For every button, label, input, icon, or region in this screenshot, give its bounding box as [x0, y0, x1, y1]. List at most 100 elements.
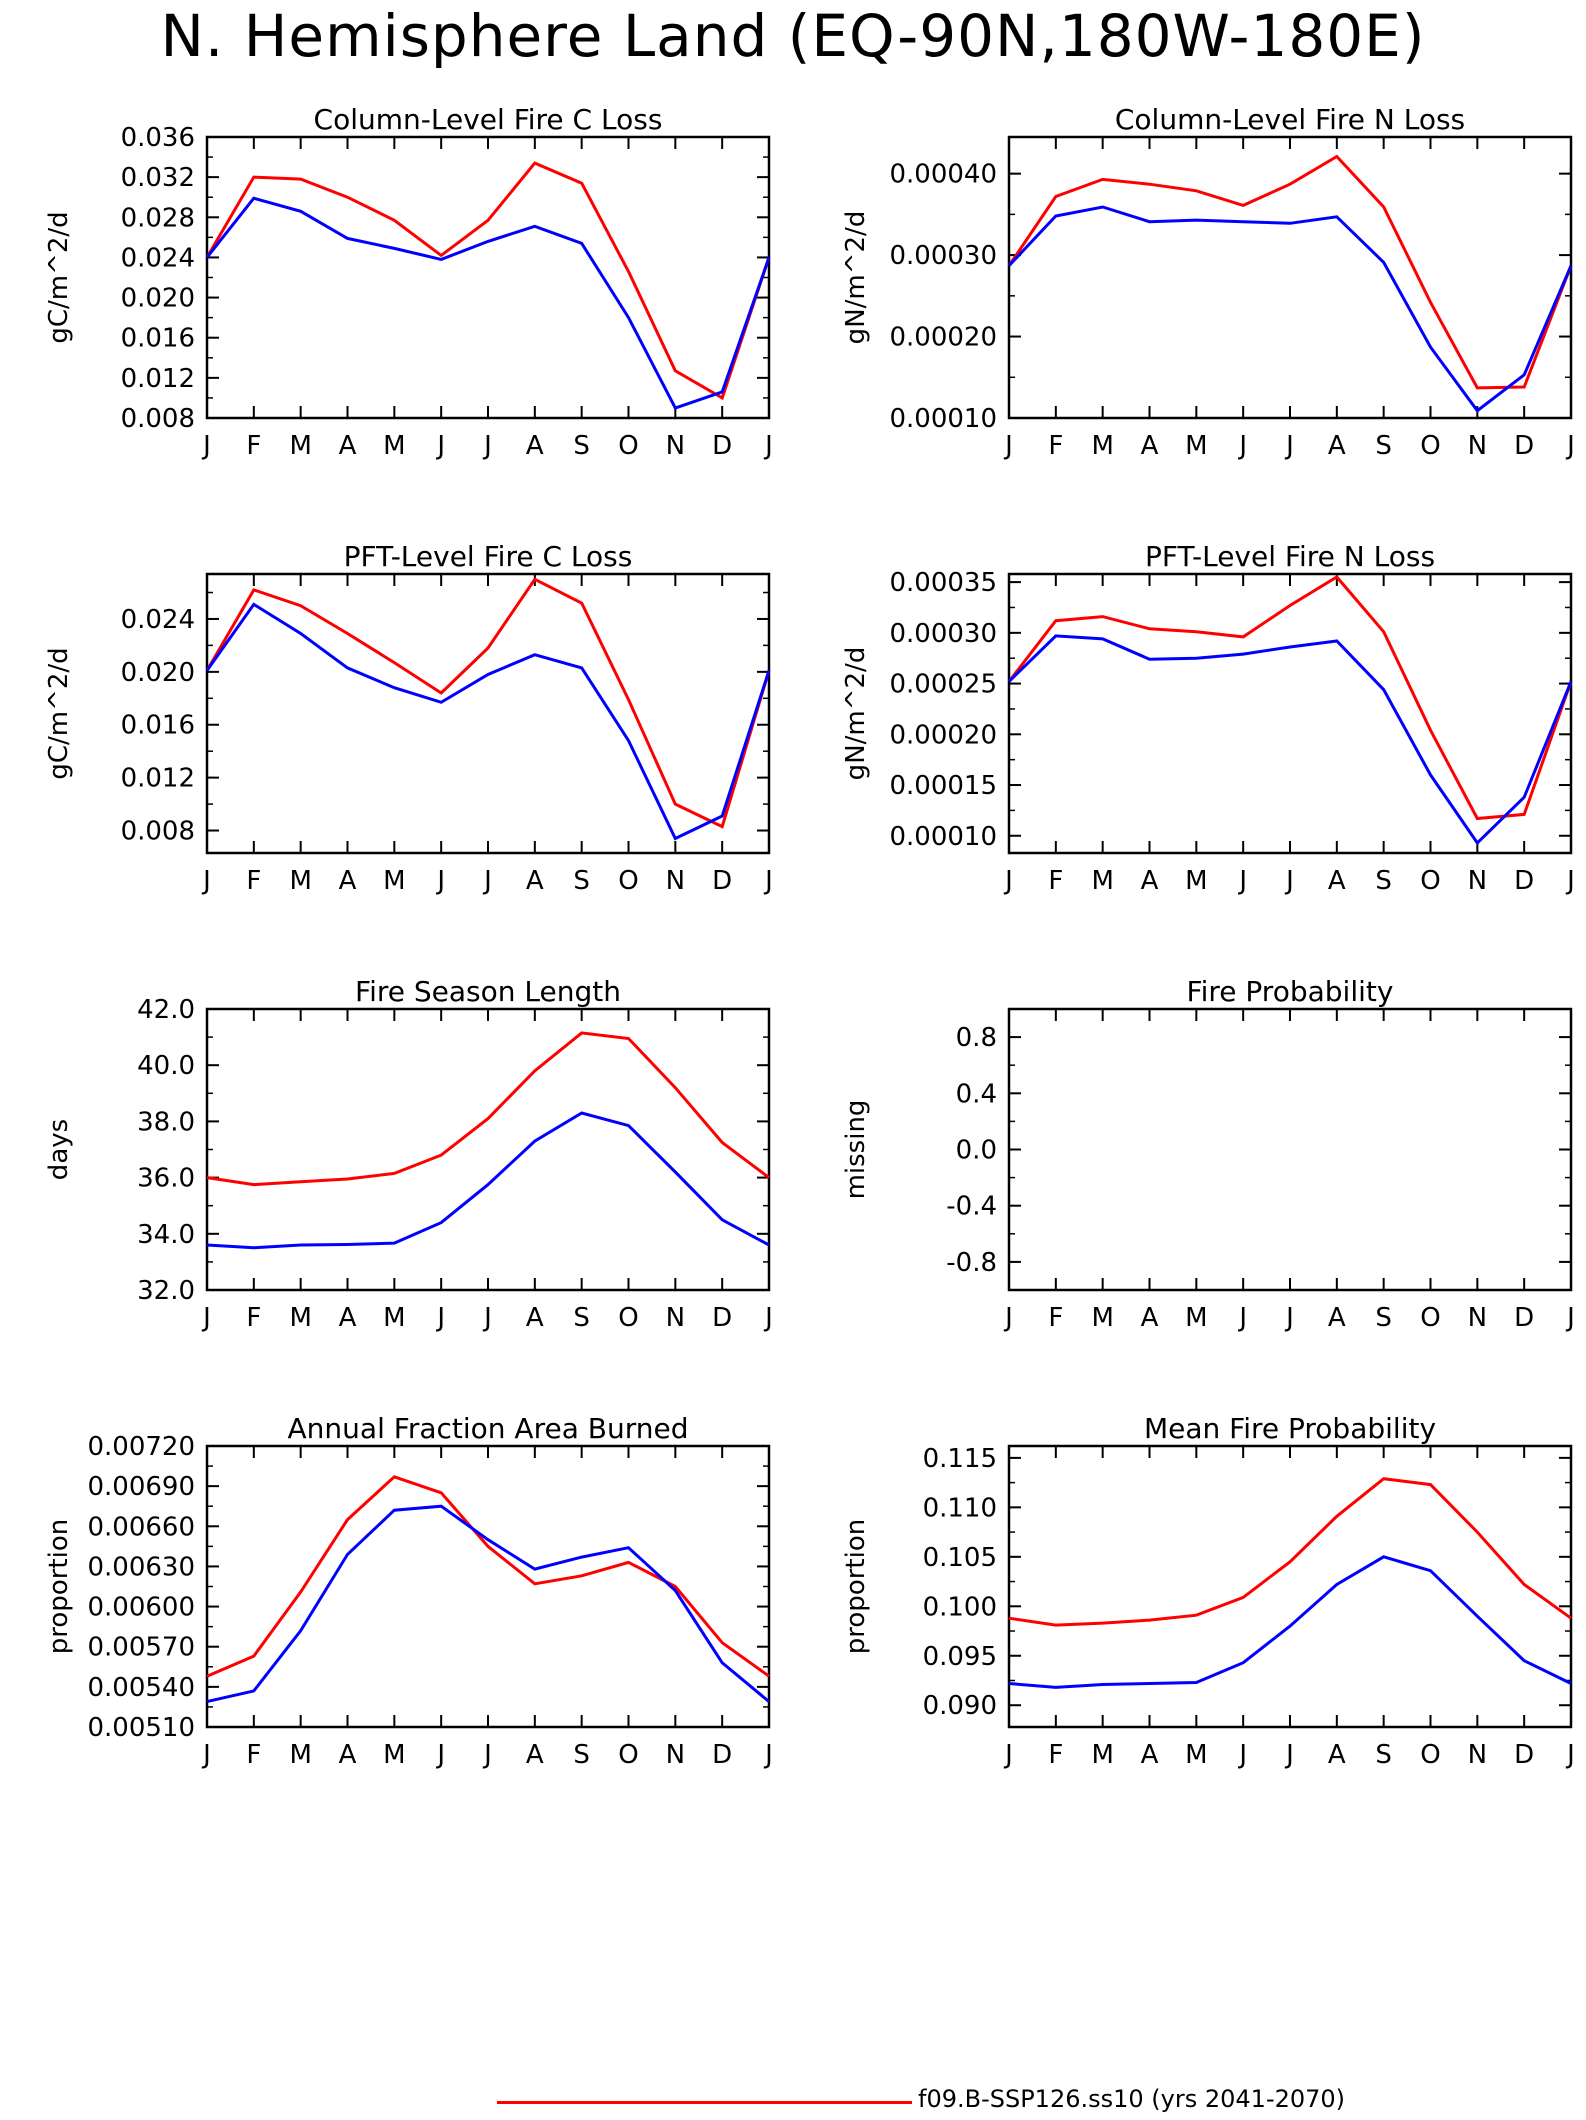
- y-tick-label: 0.110: [923, 1493, 997, 1523]
- y-axis-label: missing: [841, 1100, 871, 1200]
- x-tick-label: J: [1237, 1740, 1247, 1770]
- panel-title: Fire Season Length: [355, 975, 621, 1008]
- x-tick-label: O: [618, 431, 638, 461]
- x-tick-label: M: [383, 866, 405, 896]
- x-tick-label: A: [1141, 1303, 1159, 1333]
- x-tick-label: M: [383, 1740, 405, 1770]
- chart-panel-2: J F M A M J J A S O N D J0.000100.000200.000300.0004…: [841, 103, 1575, 461]
- x-tick-label: M: [1185, 1303, 1207, 1333]
- y-tick-label: 40.0: [137, 1051, 195, 1081]
- x-tick-label: J: [1565, 1303, 1575, 1333]
- y-tick-label: 0.0: [956, 1136, 997, 1166]
- x-tick-label: N: [1468, 1303, 1487, 1333]
- series-line-blue: [206, 1111, 770, 1250]
- x-tick-label: O: [1420, 431, 1440, 461]
- x-tick-label: S: [1375, 1303, 1392, 1333]
- y-tick-label: 38.0: [137, 1107, 195, 1137]
- x-tick-label: F: [1048, 431, 1063, 461]
- y-tick-label: 36.0: [137, 1164, 195, 1194]
- series-line-blue: [206, 1504, 770, 1704]
- x-tick-label: J: [1003, 1740, 1013, 1770]
- x-tick-label: N: [1468, 1740, 1487, 1770]
- panel-title: PFT-Level Fire C Loss: [344, 540, 633, 573]
- y-tick-label: -0.4: [946, 1192, 997, 1222]
- series-line-blue: [205, 602, 771, 841]
- x-tick-label: A: [1328, 431, 1346, 461]
- x-tick-label: M: [1091, 866, 1113, 896]
- x-tick-label: J: [482, 431, 492, 461]
- x-tick-label: J: [201, 866, 211, 896]
- x-tick-label: N: [666, 431, 685, 461]
- x-tick-label: A: [339, 1303, 357, 1333]
- y-tick-label: 0.8: [956, 1023, 997, 1053]
- x-tick-label: A: [1141, 431, 1159, 461]
- panel-title: Annual Fraction Area Burned: [288, 1412, 689, 1445]
- y-tick-label: 0.008: [121, 817, 195, 847]
- x-tick-label: J: [1237, 1303, 1247, 1333]
- x-tick-label: O: [618, 1740, 638, 1770]
- y-tick-label: 0.00035: [889, 568, 997, 598]
- series-line-blue: [1008, 1555, 1572, 1689]
- x-tick-label: J: [1003, 1303, 1013, 1333]
- y-tick-label: 0.016: [121, 324, 195, 354]
- plot-frame: [1007, 572, 1573, 855]
- x-tick-label: J: [435, 1740, 445, 1770]
- x-tick-label: M: [1185, 431, 1207, 461]
- x-tick-label: J: [1284, 1740, 1294, 1770]
- chart-panel-8: J F M A M J J A S O N D J0.0900.0950.1000.1050.1100.…: [841, 1412, 1575, 1770]
- x-tick-label: M: [1091, 431, 1113, 461]
- y-tick-label: 0.00010: [889, 822, 997, 852]
- x-tick-label: S: [573, 1303, 590, 1333]
- x-tick-label: J: [482, 866, 492, 896]
- plot-frame: [205, 1444, 771, 1729]
- y-tick-label: 0.016: [121, 711, 195, 741]
- page-title: N. Hemisphere Land (EQ-90N,180W-180E): [160, 2, 1426, 70]
- x-tick-label: A: [1141, 1740, 1159, 1770]
- x-tick-label: O: [618, 1303, 638, 1333]
- x-tick-label: M: [289, 431, 311, 461]
- y-axis-label: gN/m^2/d: [841, 647, 871, 781]
- x-tick-label: O: [1420, 866, 1440, 896]
- x-tick-label: J: [1565, 1740, 1575, 1770]
- panel-title: Fire Probability: [1187, 975, 1394, 1008]
- y-tick-label: 0.00015: [889, 771, 997, 801]
- x-tick-label: F: [246, 1303, 261, 1333]
- x-tick-label: J: [435, 431, 445, 461]
- x-tick-label: D: [1514, 866, 1534, 896]
- x-tick-label: F: [246, 431, 261, 461]
- x-tick-label: J: [763, 866, 773, 896]
- series-line-blue: [1007, 634, 1573, 846]
- panel-title: Column-Level Fire C Loss: [314, 103, 663, 136]
- y-axis-label: gC/m^2/d: [44, 211, 74, 343]
- y-tick-label: 0.00040: [889, 160, 997, 190]
- y-tick-label: 0.008: [121, 404, 195, 434]
- y-tick-label: 0.100: [923, 1592, 997, 1622]
- x-tick-label: J: [201, 1740, 211, 1770]
- y-tick-label: 0.028: [121, 203, 195, 233]
- x-tick-label: J: [1284, 1303, 1294, 1333]
- x-tick-label: N: [1468, 431, 1487, 461]
- x-tick-label: O: [1420, 1303, 1440, 1333]
- y-axis-label: gN/m^2/d: [841, 211, 871, 345]
- x-tick-label: J: [201, 431, 211, 461]
- y-axis-label: proportion: [841, 1519, 871, 1654]
- x-tick-label: J: [763, 431, 773, 461]
- y-axis-label: days: [44, 1119, 74, 1180]
- panel-title: Column-Level Fire N Loss: [1115, 103, 1465, 136]
- x-tick-label: D: [712, 1303, 732, 1333]
- x-tick-label: S: [1375, 431, 1392, 461]
- y-tick-label: 32.0: [137, 1276, 195, 1306]
- y-tick-label: 0.024: [121, 243, 195, 273]
- x-tick-label: M: [1091, 1303, 1113, 1333]
- x-tick-label: S: [1375, 1740, 1392, 1770]
- y-tick-label: 0.00720: [87, 1432, 195, 1462]
- x-tick-label: A: [526, 1303, 544, 1333]
- x-tick-label: A: [526, 866, 544, 896]
- y-tick-label: 0.00030: [889, 241, 997, 271]
- x-tick-label: O: [618, 866, 638, 896]
- x-tick-label: F: [1048, 866, 1063, 896]
- y-tick-label: 0.012: [121, 364, 195, 394]
- y-tick-label: 0.095: [923, 1642, 997, 1672]
